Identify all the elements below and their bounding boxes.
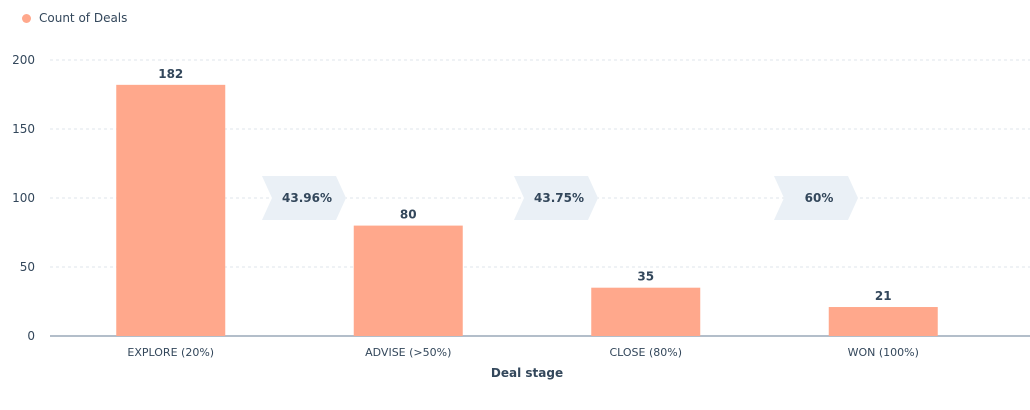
conversion-chevron (514, 176, 598, 220)
bar-value-label: 182 (158, 67, 183, 81)
bar[interactable] (828, 307, 938, 336)
bar[interactable] (591, 287, 701, 336)
bar-value-label: 80 (400, 208, 417, 222)
y-tick-label: 150 (12, 122, 35, 136)
conversion-rate-label: 60% (805, 191, 834, 205)
bar[interactable] (116, 84, 226, 336)
x-tick-label: WON (100%) (848, 346, 919, 359)
legend-label: Count of Deals (39, 11, 128, 25)
x-axis-title: Deal stage (491, 366, 563, 380)
conversion-chevron (774, 176, 858, 220)
conversion-chevron (262, 176, 346, 220)
conversion-rate-label: 43.96% (282, 191, 332, 205)
y-tick-label: 50 (20, 260, 35, 274)
x-tick-label: CLOSE (80%) (609, 346, 682, 359)
chart-legend[interactable]: Count of Deals (22, 10, 127, 26)
x-tick-label: ADVISE (>50%) (365, 346, 451, 359)
x-tick-label: EXPLORE (20%) (127, 346, 214, 359)
legend-swatch (22, 13, 31, 23)
y-tick-label: 200 (12, 53, 35, 67)
conversion-rate-label: 43.75% (534, 191, 584, 205)
y-tick-label: 100 (12, 191, 35, 205)
bar-value-label: 21 (875, 289, 892, 303)
bar[interactable] (353, 225, 463, 336)
y-tick-label: 0 (27, 329, 35, 343)
bar-value-label: 35 (637, 270, 654, 284)
